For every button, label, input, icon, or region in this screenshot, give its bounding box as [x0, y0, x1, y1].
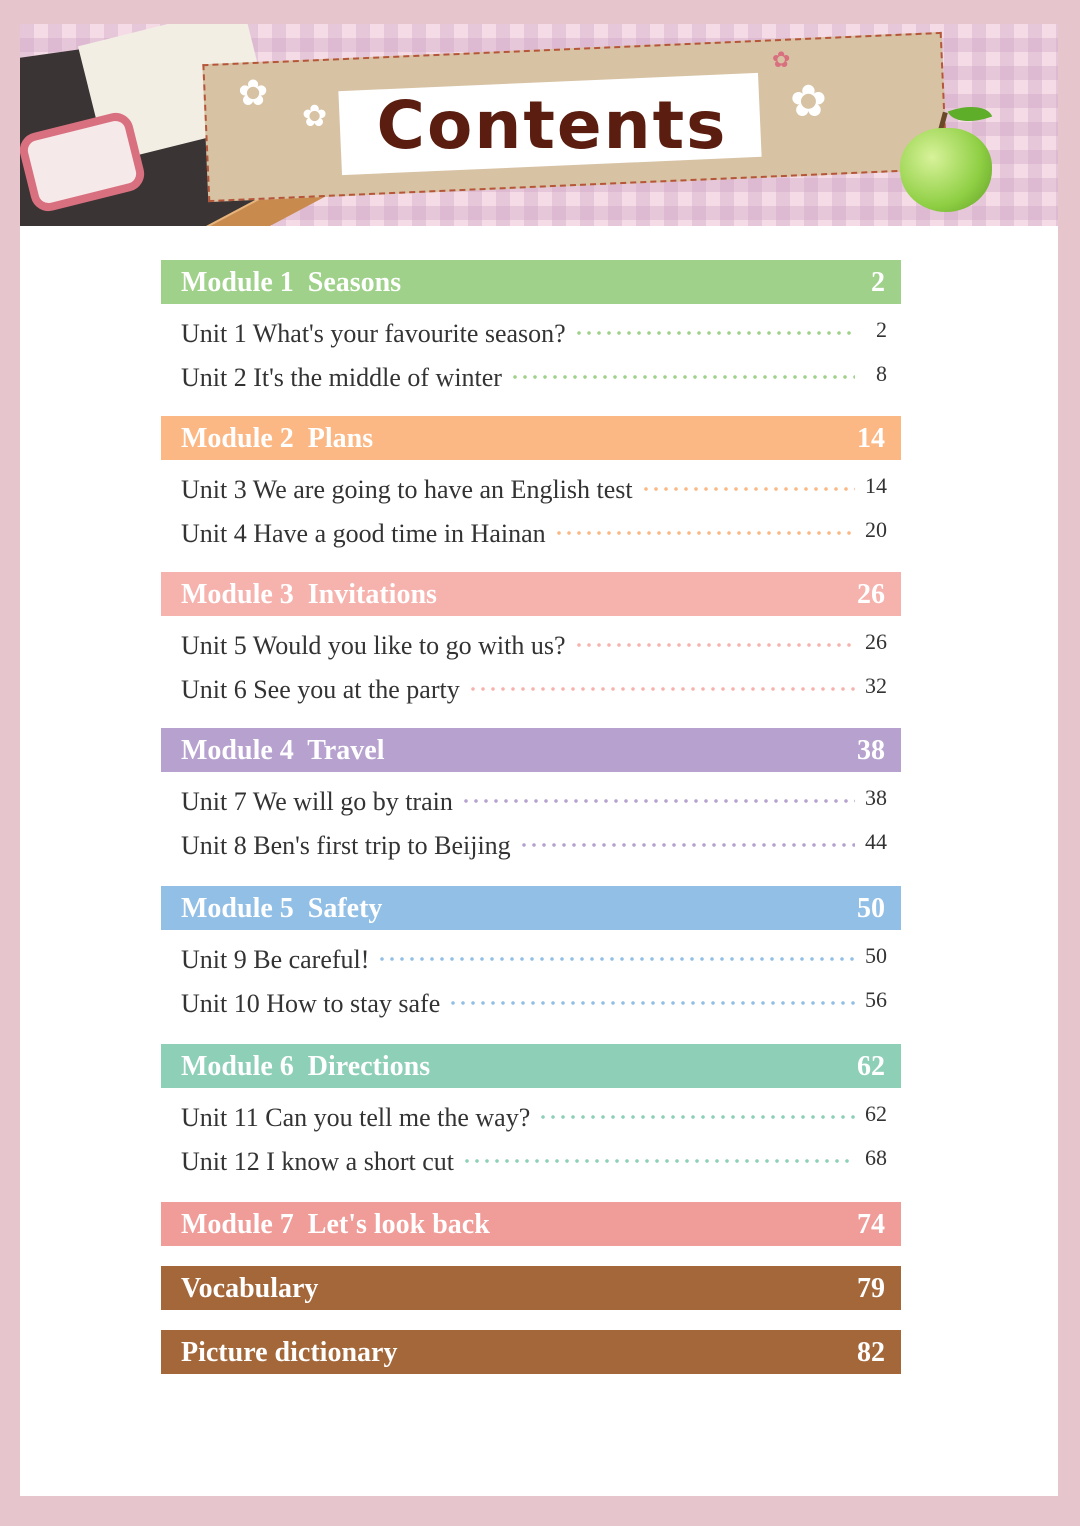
leader-dots: [554, 528, 855, 538]
module-page-number: 74: [857, 1209, 885, 1240]
unit-page-number: 38: [865, 785, 887, 810]
unit-row[interactable]: Unit 12 I know a short cut 68: [181, 1144, 887, 1180]
unit-row[interactable]: Unit 10 How to stay safe 56: [181, 986, 887, 1022]
unit-row[interactable]: Unit 3 We are going to have an English t…: [181, 472, 887, 508]
module-title: Module 4 Travel: [181, 735, 385, 766]
module-page-number: 14: [857, 423, 885, 454]
unit-page-number: 68: [865, 1145, 887, 1170]
unit-title: Unit 3 We are going to have an English t…: [181, 472, 633, 508]
leader-dots: [461, 796, 855, 806]
unit-title: Unit 11 Can you tell me the way?: [181, 1100, 531, 1136]
unit-page-number: 32: [865, 673, 887, 698]
appendix-title: Vocabulary: [181, 1273, 319, 1304]
unit-page-number: 2: [876, 317, 887, 342]
unit-page-number: 44: [865, 829, 887, 854]
module-4-bar[interactable]: Module 4 Travel 38: [161, 728, 901, 772]
module-page-number: 62: [857, 1051, 885, 1082]
leader-dots: [510, 372, 855, 382]
flower-icon: ✿: [772, 48, 791, 73]
module-2-bar[interactable]: Module 2 Plans 14: [161, 416, 901, 460]
contents-header: Contents ✿ ✿ ✿ ✿: [20, 24, 1058, 226]
vocabulary-bar[interactable]: Vocabulary 79: [161, 1266, 901, 1310]
appendix-title: Picture dictionary: [181, 1337, 398, 1368]
leader-dots: [377, 954, 855, 964]
unit-title: Unit 7 We will go by train: [181, 784, 453, 820]
unit-row[interactable]: Unit 4 Have a good time in Hainan 20: [181, 516, 887, 552]
unit-title: Unit 1 What's your favourite season?: [181, 316, 566, 352]
module-page-number: 2: [871, 267, 885, 298]
module-6-bar[interactable]: Module 6 Directions 62: [161, 1044, 901, 1088]
leader-dots: [641, 484, 855, 494]
module-title: Module 6 Directions: [181, 1051, 431, 1082]
unit-row[interactable]: Unit 7 We will go by train 38: [181, 784, 887, 820]
unit-title: Unit 12 I know a short cut: [181, 1144, 454, 1180]
unit-title: Unit 2 It's the middle of winter: [181, 360, 502, 396]
appendix-page-number: 79: [857, 1273, 885, 1304]
unit-page-number: 14: [865, 473, 887, 498]
leader-dots: [538, 1112, 855, 1122]
unit-title: Unit 9 Be careful!: [181, 942, 370, 978]
unit-row[interactable]: Unit 9 Be careful! 50: [181, 942, 887, 978]
leader-dots: [462, 1156, 855, 1166]
flower-icon: ✿: [238, 73, 269, 114]
leader-dots: [574, 328, 855, 338]
unit-row[interactable]: Unit 6 See you at the party 32: [181, 672, 887, 708]
leader-dots: [468, 684, 855, 694]
flower-icon: ✿: [302, 99, 328, 134]
unit-page-number: 8: [876, 361, 887, 386]
page-title: Contents: [376, 87, 728, 164]
unit-page-number: 20: [865, 517, 887, 542]
unit-row[interactable]: Unit 1 What's your favourite season? 2: [181, 316, 887, 352]
module-7-bar[interactable]: Module 7 Let's look back 74: [161, 1202, 901, 1246]
unit-page-number: 62: [865, 1101, 887, 1126]
module-page-number: 38: [857, 735, 885, 766]
module-page-number: 26: [857, 579, 885, 610]
picture-dictionary-bar[interactable]: Picture dictionary 82: [161, 1330, 901, 1374]
module-title: Module 7 Let's look back: [181, 1209, 490, 1240]
unit-page-number: 50: [865, 943, 887, 968]
leader-dots: [519, 840, 855, 850]
flower-icon: ✿: [790, 76, 827, 127]
unit-page-number: 26: [865, 629, 887, 654]
unit-row[interactable]: Unit 2 It's the middle of winter 8: [181, 360, 887, 396]
leader-dots: [574, 640, 855, 650]
unit-page-number: 56: [865, 987, 887, 1012]
module-title: Module 2 Plans: [181, 423, 374, 454]
unit-title: Unit 6 See you at the party: [181, 672, 460, 708]
apple-leaf: [947, 97, 993, 131]
unit-title: Unit 4 Have a good time in Hainan: [181, 516, 546, 552]
unit-title: Unit 8 Ben's first trip to Beijing: [181, 828, 511, 864]
module-title: Module 3 Invitations: [181, 579, 437, 610]
module-page-number: 50: [857, 893, 885, 924]
unit-title: Unit 10 How to stay safe: [181, 986, 441, 1022]
unit-row[interactable]: Unit 5 Would you like to go with us? 26: [181, 628, 887, 664]
leader-dots: [448, 998, 855, 1008]
unit-row[interactable]: Unit 8 Ben's first trip to Beijing 44: [181, 828, 887, 864]
module-title: Module 1 Seasons: [181, 267, 402, 298]
unit-title: Unit 5 Would you like to go with us?: [181, 628, 566, 664]
module-5-bar[interactable]: Module 5 Safety 50: [161, 886, 901, 930]
module-1-bar[interactable]: Module 1 Seasons 2: [161, 260, 901, 304]
appendix-page-number: 82: [857, 1337, 885, 1368]
unit-row[interactable]: Unit 11 Can you tell me the way? 62: [181, 1100, 887, 1136]
module-3-bar[interactable]: Module 3 Invitations 26: [161, 572, 901, 616]
module-title: Module 5 Safety: [181, 893, 383, 924]
apple-icon: [900, 128, 992, 212]
